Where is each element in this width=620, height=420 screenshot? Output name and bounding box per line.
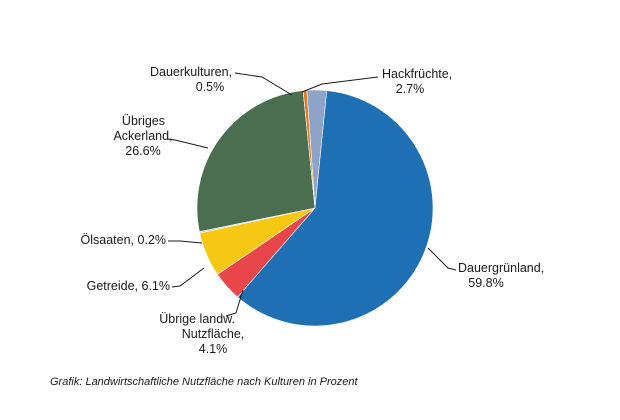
pie-slice-dgl [237,90,434,327]
slice-label-uack: Übriges Ackerland, 26.6% [113,114,172,158]
pie-slice-uack [196,90,316,233]
slice-label-line: Getreide, 6.1% [87,279,170,293]
slice-label-line: Ölsaaten, 0.2% [81,233,166,247]
slice-labels: Hackfrüchte, 2.7% Dauergrünland, 59.8% Übrig… [81,65,545,356]
leader-line-dauer [234,72,293,96]
slice-label-dgl: Dauergrünland, 59.8% [458,261,544,290]
slice-label-hack: Hackfrüchte, 2.7% [382,67,452,96]
slice-label-line: 4.1% [199,342,228,356]
pie-slices [196,89,434,327]
slice-label-oel: Ölsaaten, 0.2% [81,233,166,247]
leader-lines [167,72,457,317]
leader-line-oel [168,240,203,244]
slice-label-line: 59.8% [468,276,503,290]
leader-line-hack [301,76,379,93]
slice-label-line: Nutzfläche, [182,327,245,341]
slice-label-dauer: Dauerkulturen, 0.5% [150,65,232,94]
slice-label-line: Übrige landw. [159,312,235,326]
leader-line-dgl [427,247,457,271]
slice-label-line: 2.7% [396,82,425,96]
slice-label-line: Dauergrünland, [458,261,544,275]
slice-label-ulnf: Übrige landw. Nutzfläche, 4.1% [159,312,244,356]
slice-label-line: Übriges [122,114,165,128]
leader-line-ulnf [225,289,244,317]
leader-line-uack [167,138,209,149]
slice-label-line: 26.6% [125,144,160,158]
leader-line-getr [171,267,205,288]
slice-label-line: 0.5% [196,80,225,94]
slice-label-line: Hackfrüchte, [382,67,452,81]
slice-label-getr: Getreide, 6.1% [87,279,170,293]
chart-caption: Grafik: Landwirtschaftliche Nutzfläche n… [50,376,358,388]
slice-label-line: Dauerkulturen, [150,65,232,79]
slice-label-line: Ackerland, [113,129,172,143]
